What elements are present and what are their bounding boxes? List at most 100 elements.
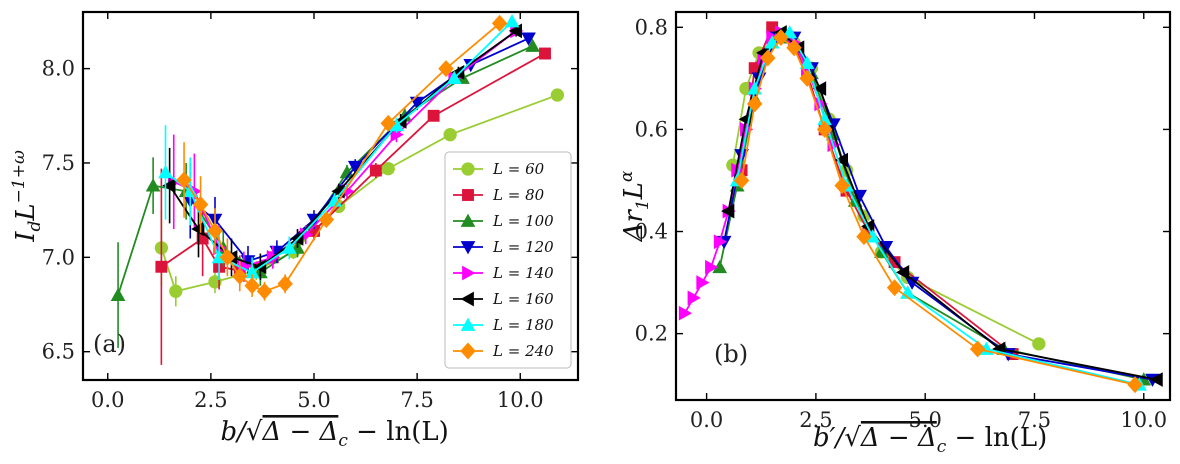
- data-point: [766, 21, 779, 34]
- y-tick-label: 7.0: [42, 245, 75, 269]
- data-point: [308, 224, 320, 237]
- plot-area: [678, 21, 1163, 394]
- data-point: [207, 222, 223, 240]
- series-line: [723, 36, 1153, 381]
- axes-frame: [81, 10, 580, 382]
- data-point: [539, 47, 551, 60]
- data-point: [381, 161, 395, 176]
- data-point: [886, 279, 903, 297]
- data-point: [834, 152, 849, 168]
- data-point: [196, 232, 209, 245]
- y-tick-label: 0.8: [635, 15, 668, 39]
- y-tick-label: 0.2: [635, 322, 668, 346]
- series-l160: [721, 25, 1163, 387]
- data-point: [244, 265, 260, 279]
- data-point: [799, 55, 815, 69]
- data-point: [816, 120, 833, 138]
- legend-label: L = 180: [492, 316, 554, 334]
- series-l80: [735, 21, 1019, 361]
- data-point: [110, 287, 126, 301]
- x-axis-label: b′/√Δ − Δc − ln(L): [813, 423, 1047, 457]
- series-line: [740, 36, 1136, 386]
- panel-label: (a): [93, 330, 126, 358]
- x-tick-label: 2.5: [799, 408, 832, 432]
- legend-entry: L = 60: [453, 160, 545, 178]
- data-point: [504, 14, 520, 28]
- series-l240: [176, 14, 508, 301]
- x-tick-label: 5.0: [297, 388, 330, 412]
- data-point: [856, 228, 872, 246]
- data-point: [969, 340, 986, 358]
- x-tick-label: 2.5: [194, 388, 227, 412]
- data-point: [834, 177, 850, 195]
- series-line: [740, 26, 1014, 355]
- legend-marker: [460, 342, 476, 360]
- legend-marker: [460, 241, 476, 255]
- data-point: [1149, 372, 1163, 387]
- data-point: [713, 234, 728, 250]
- y-axis-label: Δr1Lα: [617, 170, 653, 242]
- data-point: [339, 165, 355, 179]
- data-point: [327, 193, 342, 207]
- legend-entry: L = 100: [453, 212, 554, 230]
- data-point: [380, 114, 396, 132]
- panel-a: 0.0 2.5 5.0 7.5 10.0 6.5 7.0 7.5 8.0 (a) b/√Δ − Δc…: [9, 10, 580, 451]
- data-point: [446, 70, 462, 84]
- legend-marker: [460, 317, 476, 331]
- data-point: [155, 260, 168, 273]
- x-tick-label: 10.0: [497, 388, 544, 412]
- legend-box: [444, 151, 572, 369]
- x-tick-label: 0.0: [91, 388, 124, 412]
- axes-frame: [674, 10, 1172, 402]
- data-point: [192, 196, 209, 213]
- data-point: [369, 164, 382, 177]
- data-point: [721, 203, 735, 219]
- data-point: [389, 117, 404, 132]
- data-point: [277, 275, 293, 293]
- legend-entry: L = 240: [453, 342, 554, 360]
- x-tick-label: 10.0: [1120, 408, 1167, 432]
- legend-marker: [461, 162, 475, 176]
- y-tick-label: 8.0: [42, 57, 75, 81]
- data-point: [451, 65, 465, 80]
- legend-label: L = 120: [492, 238, 554, 256]
- plot-area: [110, 14, 565, 365]
- data-point: [705, 259, 719, 275]
- legend-label: L = 60: [492, 160, 545, 178]
- series-l120: [716, 31, 1160, 387]
- legend-label: L = 100: [492, 212, 554, 230]
- series-l60: [726, 30, 1046, 351]
- data-point: [904, 276, 920, 290]
- data-point: [443, 128, 457, 142]
- legend-entry: L = 160: [453, 290, 554, 308]
- data-point: [169, 284, 183, 298]
- data-point: [256, 282, 273, 300]
- data-point: [895, 265, 910, 280]
- series-line: [718, 36, 1144, 381]
- series-l240: [733, 29, 1143, 394]
- data-point: [550, 88, 565, 102]
- data-point: [773, 29, 789, 46]
- data-point: [318, 211, 335, 229]
- data-point: [687, 290, 701, 306]
- series-line: [736, 31, 1140, 386]
- data-point: [696, 275, 710, 290]
- series-line: [727, 31, 1158, 381]
- data-point: [799, 69, 815, 87]
- data-point: [733, 172, 750, 189]
- y-tick-label: 0.6: [635, 117, 668, 141]
- legend-marker: [460, 291, 474, 307]
- data-point: [232, 267, 248, 285]
- series-line: [731, 36, 1040, 345]
- data-point: [162, 178, 176, 193]
- data-point: [678, 305, 693, 321]
- series-l100: [712, 30, 1152, 386]
- data-point: [760, 49, 776, 67]
- legend-marker: [462, 265, 476, 281]
- x-tick-label: 7.5: [400, 388, 433, 412]
- data-point: [244, 277, 260, 295]
- x-axis-label: b/√Δ − Δc − ln(L): [221, 417, 449, 451]
- x-tick-label: 7.5: [1018, 408, 1051, 432]
- legend-entry: L = 120: [453, 238, 554, 256]
